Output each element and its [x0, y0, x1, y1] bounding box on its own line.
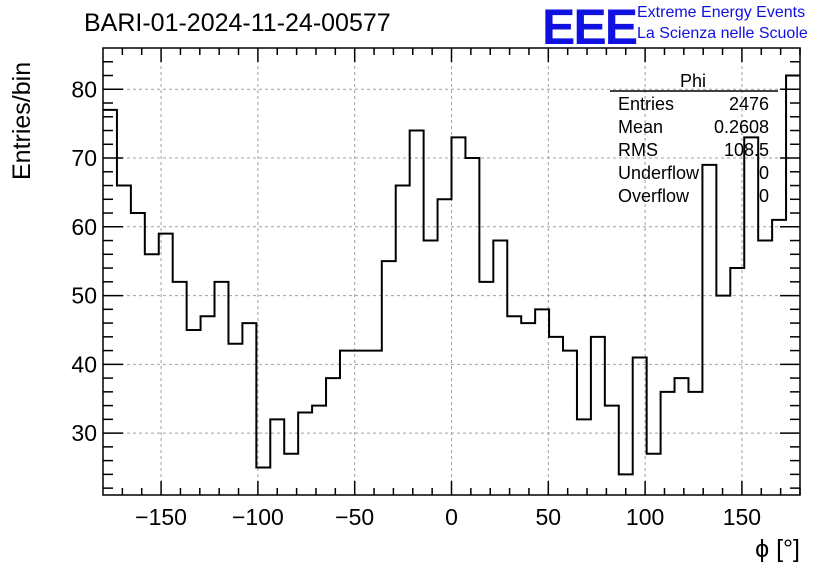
x-axis-title: ϕ [°]	[755, 535, 800, 563]
stats-value: 2476	[729, 94, 769, 114]
stats-label: Overflow	[618, 186, 690, 206]
stats-label: RMS	[618, 140, 658, 160]
y-tick-label: 80	[71, 76, 97, 102]
histogram-series	[103, 74, 800, 476]
y-axis-title: Entries/bin	[8, 62, 36, 180]
stats-label: Mean	[618, 117, 663, 137]
stats-value: 0	[759, 163, 769, 183]
x-tick-labels: −150 −100 −50 0 50 100 150	[135, 504, 761, 530]
chart-title: BARI-01-2024-11-24-00577	[84, 9, 391, 37]
y-tick-label: 70	[71, 145, 97, 171]
x-tick-label: −150	[135, 504, 187, 530]
stats-label: Entries	[618, 94, 674, 114]
stats-label: Underflow	[618, 163, 700, 183]
logo-mark: EEE	[542, 0, 638, 55]
x-tick-label: 0	[445, 504, 458, 530]
x-tick-label: 100	[626, 504, 664, 530]
logo-line-1: Extreme Energy Events	[637, 4, 806, 21]
grid-lines	[103, 48, 800, 495]
y-tick-labels: 30 40 50 60 70 80	[71, 76, 97, 446]
y-tick-label: 50	[71, 283, 97, 309]
stats-box: Phi Entries 2476 Mean 0.2608 RMS 108.5 Underfl…	[610, 71, 778, 206]
stats-value: 0	[759, 186, 769, 206]
y-tick-label: 40	[71, 351, 97, 377]
y-tick-label: 60	[71, 214, 97, 240]
y-tick-label: 30	[71, 420, 97, 446]
x-tick-label: −50	[335, 504, 374, 530]
x-tick-label: 50	[536, 504, 562, 530]
logo-line-2: La Scienza nelle Scuole	[637, 25, 808, 42]
stats-title: Phi	[680, 71, 706, 91]
x-tick-label: 150	[723, 504, 761, 530]
stats-value: 108.5	[724, 140, 769, 160]
x-tick-label: −100	[232, 504, 284, 530]
stats-value: 0.2608	[714, 117, 769, 137]
axis-ticks	[103, 48, 801, 495]
